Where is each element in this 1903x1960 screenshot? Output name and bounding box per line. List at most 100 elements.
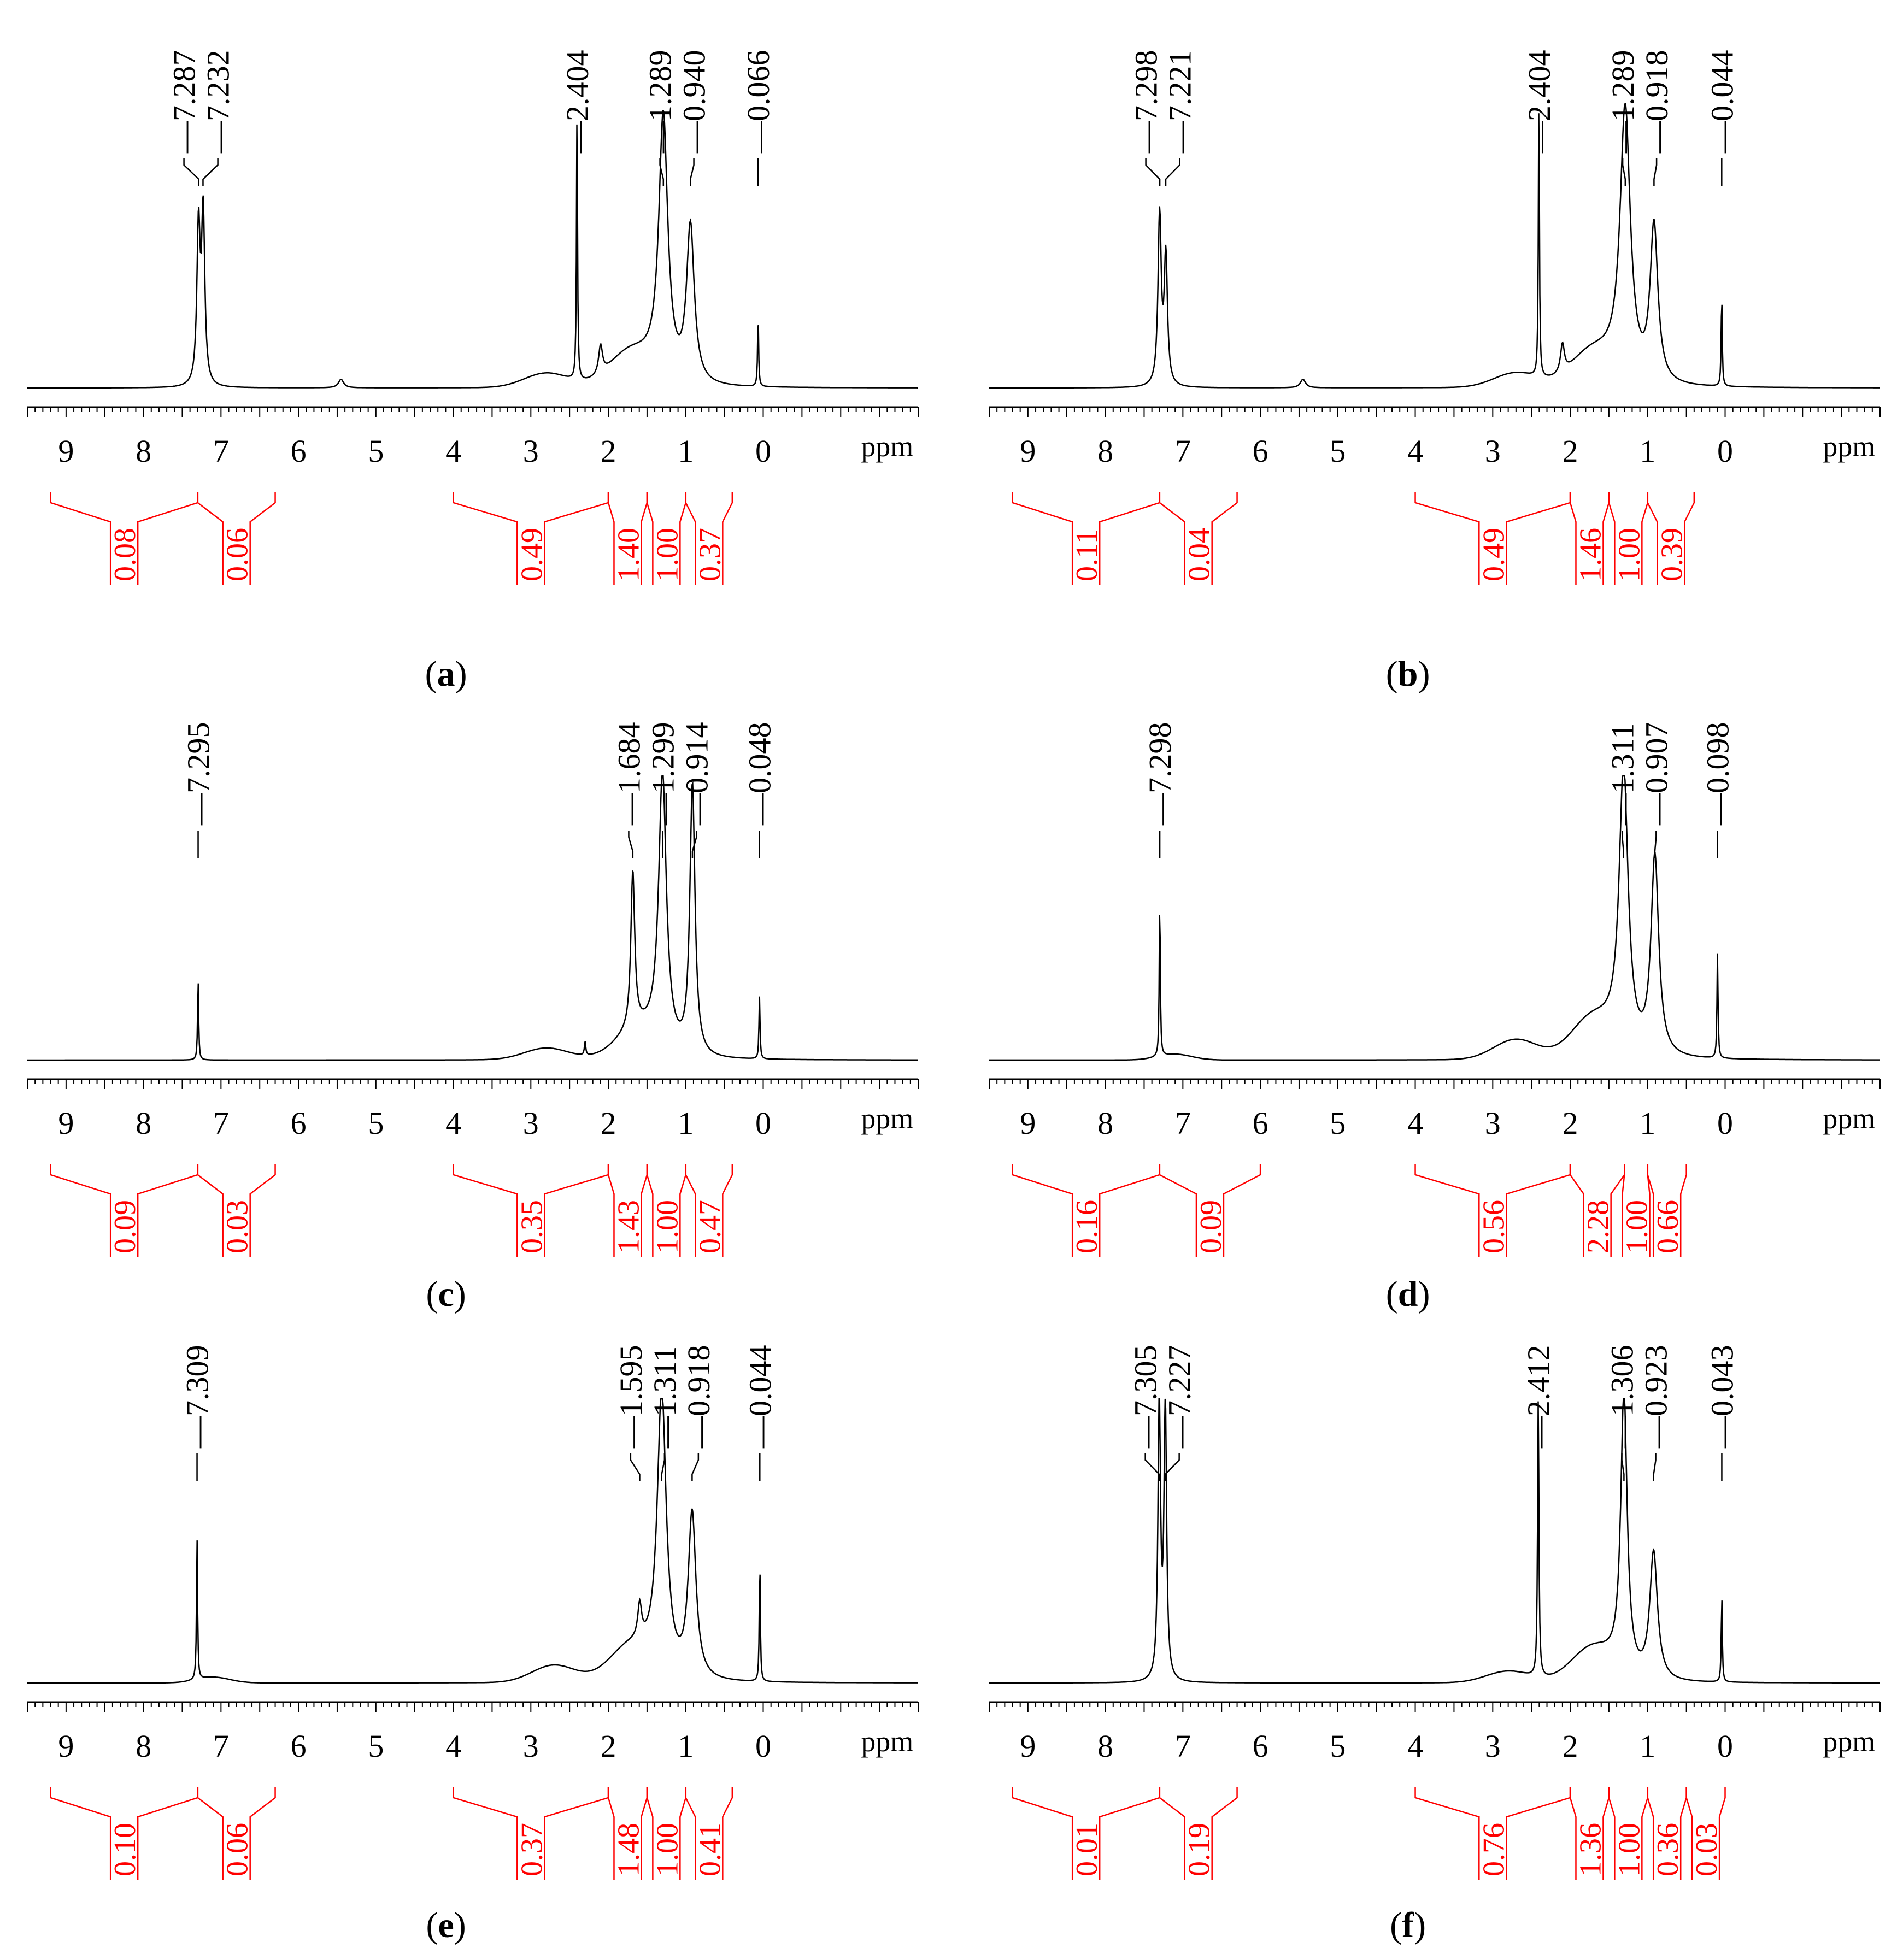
- integral-bracket: [1647, 1164, 1687, 1257]
- integral-value: 1.40: [612, 528, 645, 581]
- x-tick-label: 1: [678, 433, 694, 469]
- peak-label-connector: [1165, 158, 1180, 186]
- x-tick-label: 5: [1330, 433, 1346, 469]
- x-tick-label: 7: [213, 1105, 229, 1141]
- peak-label-connector: [183, 158, 199, 186]
- x-tick-label: 2: [601, 433, 616, 469]
- x-axis-unit: ppm: [861, 430, 913, 463]
- peak-label: —1.289: [1605, 50, 1641, 154]
- x-tick-label: 3: [523, 1105, 539, 1141]
- peak-label-connector: [1654, 831, 1657, 858]
- x-tick-label: 8: [1097, 433, 1113, 469]
- x-tick-label: 3: [1485, 1105, 1501, 1141]
- integral-value: 0.35: [515, 1200, 549, 1253]
- integral-value: 1.00: [1620, 1200, 1654, 1253]
- integral-value: 0.49: [1477, 528, 1511, 581]
- x-tick-label: 2: [1563, 433, 1578, 469]
- x-axis-unit: ppm: [1823, 1725, 1875, 1758]
- integral-bracket: [1159, 492, 1238, 585]
- x-tick-label: 3: [523, 1728, 539, 1764]
- x-tick-label: 8: [136, 1105, 151, 1141]
- panel-caption: (e): [426, 1905, 466, 1945]
- x-tick-label: 8: [136, 1728, 151, 1764]
- integral-bracket: [1647, 492, 1695, 585]
- spectrum-panel-e: 9 8 7 6 5 4 3 2 1 0 ppm —7.309 —1.595—1.311—0.918 —0.…: [27, 1345, 919, 1880]
- x-tick-label: 2: [1563, 1105, 1578, 1141]
- panel-caption: (d): [1386, 1274, 1430, 1314]
- integral-bracket: [197, 492, 276, 585]
- peak-label: —1.311: [647, 1346, 683, 1449]
- peak-label: —0.043: [1704, 1345, 1740, 1449]
- x-tick-label: 0: [1717, 1105, 1733, 1141]
- integral-value: 0.04: [1183, 528, 1217, 581]
- x-tick-label: 1: [1640, 1105, 1655, 1141]
- integral-value: 0.09: [1194, 1200, 1228, 1253]
- x-tick-label: 0: [755, 1105, 771, 1141]
- panel-caption: (a): [425, 654, 467, 694]
- x-tick-label: 9: [1020, 1105, 1036, 1141]
- peak-label: —7.298: [1129, 50, 1164, 154]
- peak-label: —7.298: [1142, 722, 1178, 826]
- x-axis-unit: ppm: [1823, 1102, 1875, 1135]
- panel-caption: (b): [1386, 654, 1430, 694]
- x-axis-unit: ppm: [861, 1725, 913, 1758]
- peak-label-connector: [1622, 831, 1624, 858]
- integral-value: 0.76: [1477, 1823, 1511, 1876]
- peak-label-connector: [1621, 1453, 1625, 1481]
- peak-label: —2.412: [1521, 1345, 1557, 1449]
- x-tick-label: 7: [213, 433, 229, 469]
- x-tick-label: 1: [1640, 433, 1655, 469]
- integral-value: 1.00: [1612, 1823, 1646, 1876]
- peak-label: —0.923: [1638, 1345, 1674, 1449]
- x-tick-label: 9: [1020, 1728, 1036, 1764]
- x-tick-label: 8: [1097, 1728, 1113, 1764]
- peak-label-connector: [1145, 158, 1161, 186]
- spectrum-trace: [989, 1398, 1880, 1684]
- integral-value: 1.00: [650, 528, 684, 581]
- integral-value: 0.09: [108, 1200, 142, 1253]
- peak-label-connector: [691, 1453, 700, 1481]
- peak-label-connector: [661, 1453, 666, 1481]
- x-tick-label: 2: [1563, 1728, 1578, 1764]
- peak-label: —1.299: [645, 722, 680, 826]
- x-tick-label: 3: [1485, 433, 1501, 469]
- spectrum-panel-b: 9 8 7 6 5 4 3 2 1 0 ppm—7.298—7.221 —2.404 —1.289—0.…: [989, 50, 1881, 585]
- integral-value: 1.00: [650, 1200, 684, 1253]
- peak-label-connector: [202, 158, 219, 186]
- integral-bracket: [1159, 1164, 1261, 1257]
- peak-label: —7.287: [167, 50, 202, 154]
- integral-bracket: [197, 1787, 276, 1880]
- x-tick-label: 7: [213, 1728, 229, 1764]
- x-tick-label: 5: [368, 1105, 384, 1141]
- spectrum-trace: [989, 103, 1880, 389]
- x-tick-label: 4: [1407, 433, 1423, 469]
- integral-value: 0.06: [221, 528, 255, 581]
- integral-value: 0.37: [515, 1823, 549, 1876]
- peak-label-connector: [691, 831, 697, 858]
- integral-bracket: [197, 1164, 276, 1257]
- x-tick-label: 5: [368, 1728, 384, 1764]
- peak-label-connector: [628, 831, 634, 858]
- x-tick-label: 9: [1020, 433, 1036, 469]
- x-tick-label: 6: [1253, 1728, 1268, 1764]
- peak-label: —0.098: [1700, 722, 1736, 826]
- peak-label: —0.918: [681, 1345, 716, 1449]
- x-tick-label: 4: [1407, 1728, 1423, 1764]
- integral-bracket: [685, 492, 733, 585]
- peak-label-connector: [659, 158, 665, 186]
- integral-value: 1.46: [1573, 528, 1607, 581]
- x-tick-label: 0: [755, 1728, 771, 1764]
- peak-label-connector: [690, 158, 695, 186]
- x-tick-label: 5: [368, 433, 384, 469]
- peak-label-connector: [1144, 1453, 1160, 1481]
- spectrum-panel-a: 9 8 7 6 5 4 3 2 1 0 ppm—7.287—7.232 —2.404 —1.289—0.…: [27, 50, 919, 585]
- peak-label: —0.048: [742, 722, 778, 826]
- integral-value: 0.11: [1070, 529, 1104, 581]
- peak-label: —0.044: [1704, 50, 1740, 154]
- peak-label: —7.221: [1162, 50, 1198, 154]
- x-tick-label: 0: [755, 433, 771, 469]
- x-tick-label: 7: [1175, 1105, 1191, 1141]
- integral-value: 0.01: [1070, 1823, 1104, 1876]
- peak-label: —7.305: [1128, 1345, 1164, 1449]
